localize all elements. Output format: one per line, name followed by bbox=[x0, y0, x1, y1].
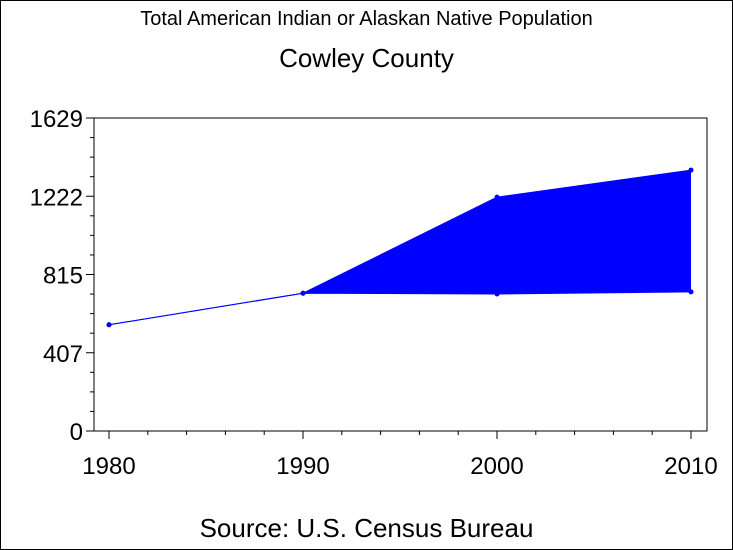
chart-subtitle: Cowley County bbox=[279, 43, 454, 73]
y-tick-label: 815 bbox=[43, 263, 83, 290]
y-tick-label: 1222 bbox=[30, 184, 83, 211]
series-band-fill bbox=[109, 170, 691, 325]
series-2-point bbox=[494, 291, 500, 297]
x-tick-label: 2000 bbox=[470, 453, 523, 480]
chart-source: Source: U.S. Census Bureau bbox=[199, 513, 534, 543]
series-2-point bbox=[300, 290, 306, 296]
x-tick-label: 1990 bbox=[276, 453, 329, 480]
y-tick-label: 1629 bbox=[30, 106, 83, 133]
x-tick-label: 1980 bbox=[82, 453, 135, 480]
chart-title: Total American Indian or Alaskan Native … bbox=[140, 8, 593, 30]
x-tick-label: 2010 bbox=[664, 453, 717, 480]
y-tick-label: 407 bbox=[43, 341, 83, 368]
series-1-point bbox=[494, 194, 500, 200]
series-2-point bbox=[106, 322, 112, 328]
series-line-2 bbox=[108, 291, 692, 326]
series-2-point bbox=[688, 289, 694, 295]
y-tick-label: 0 bbox=[70, 419, 83, 446]
series-1-point bbox=[688, 167, 694, 173]
